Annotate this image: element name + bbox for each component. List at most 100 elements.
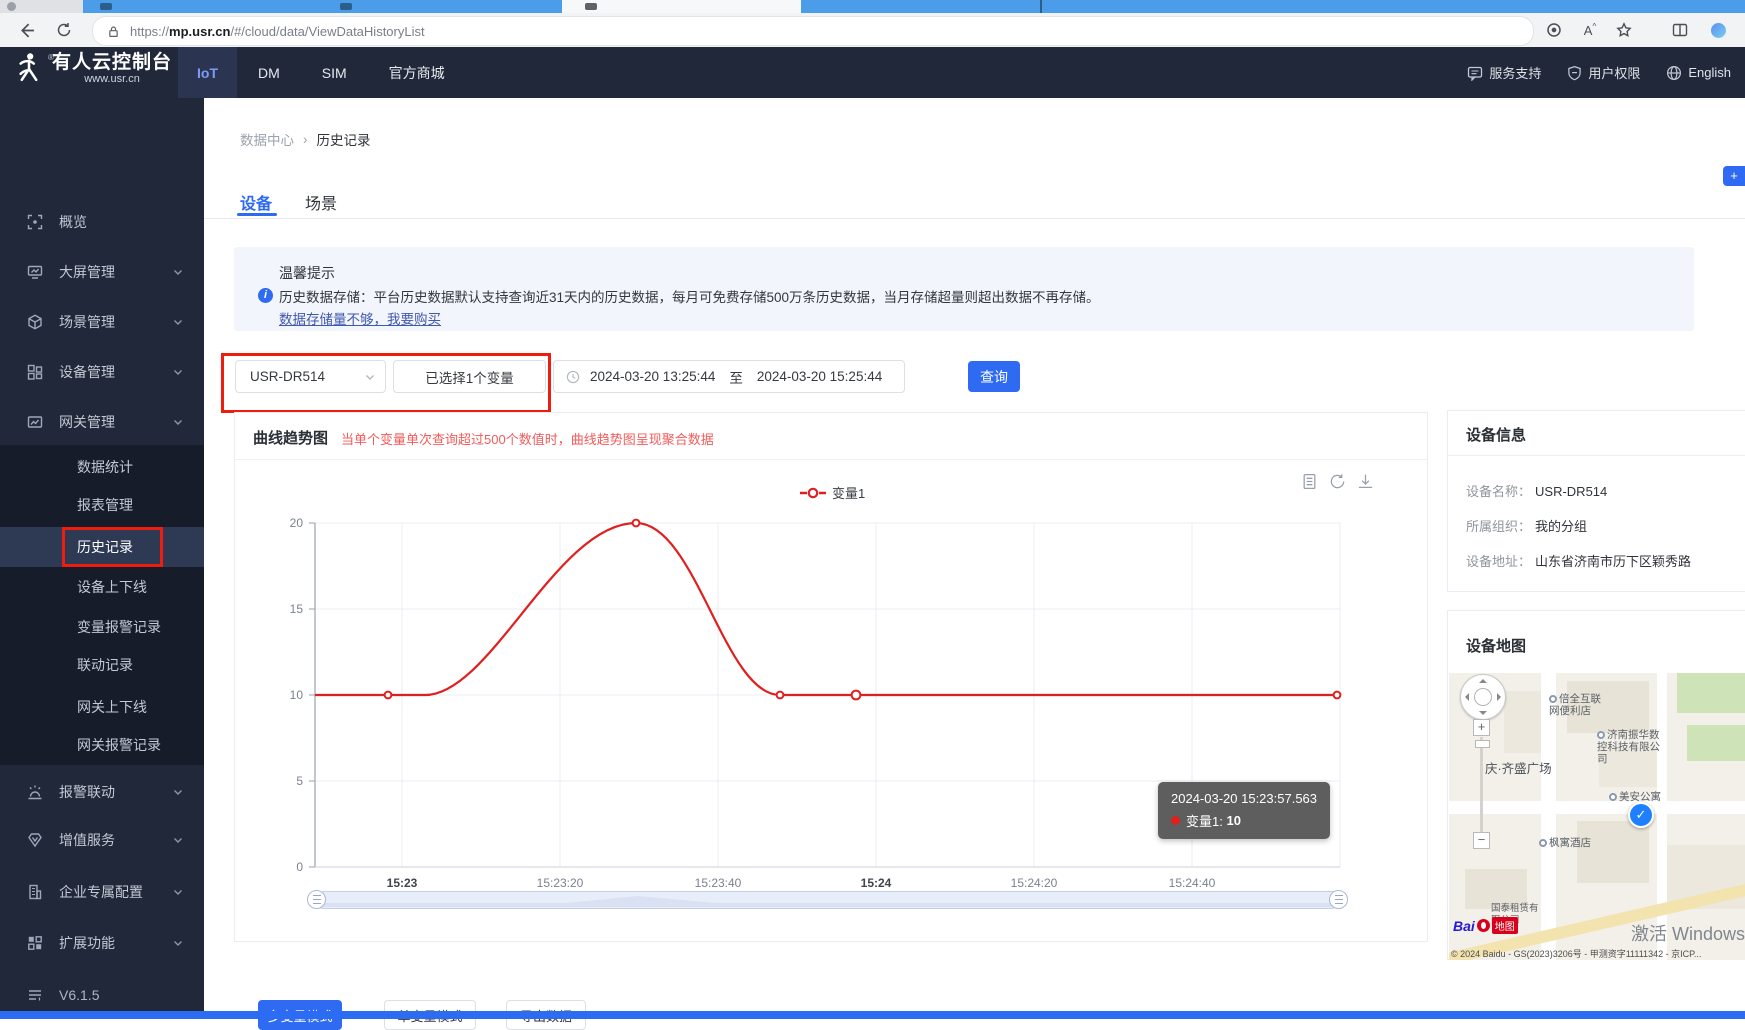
x-tick: 15:24 <box>861 876 892 890</box>
date-end: 2024-03-20 15:25:44 <box>756 369 883 384</box>
pan-right-icon <box>1497 693 1501 701</box>
date-range-picker[interactable]: 2024-03-20 13:25:44 至 2024-03-20 15:25:4… <box>553 360 905 393</box>
sidebar-item-var-alarm-record[interactable]: 变量报警记录 <box>77 619 161 635</box>
user-permission[interactable]: 用户权限 <box>1567 63 1640 82</box>
sidebar-item-gateway-online[interactable]: 网关上下线 <box>77 699 147 715</box>
datazoom-handle-right[interactable] <box>1329 890 1348 909</box>
overview-icon <box>27 214 43 230</box>
favorite-star-icon[interactable] <box>1612 18 1636 42</box>
clock-icon <box>566 370 580 384</box>
tab-device[interactable]: 设备 <box>240 196 273 213</box>
sidebar-item-scene-mgmt[interactable]: 场景管理 <box>0 302 204 342</box>
address-bar[interactable]: https://mp.usr.cn/#/cloud/data/ViewDataH… <box>92 16 1534 46</box>
sidebar-item-device-mgmt[interactable]: 设备管理 <box>0 352 204 392</box>
map-zoom-in-button[interactable]: + <box>1473 719 1490 736</box>
legend-marker-icon <box>800 487 826 498</box>
sidebar-item-report-mgmt[interactable]: 报表管理 <box>77 497 133 513</box>
datazoom-handle-left[interactable] <box>307 890 326 909</box>
datazoom-track[interactable] <box>315 891 1340 909</box>
legend-item-var1[interactable]: 变量1 <box>800 483 865 502</box>
sidebar-item-data-stats[interactable]: 数据统计 <box>77 459 133 475</box>
device-name-row: 设备名称： USR-DR514 <box>1466 484 1608 499</box>
x-tick: 15:23 <box>387 876 418 890</box>
line-chart-plot[interactable]: 20 15 10 5 0 15:23 15:23:20 15:23:40 15:… <box>235 503 1429 893</box>
nav-tab-sim[interactable]: SIM <box>321 64 347 81</box>
nav-tab-iot[interactable]: IoT <box>178 47 237 98</box>
series-points <box>383 518 1342 701</box>
datazoom-shadow <box>316 896 1339 907</box>
logo-title: 有人云控制台 <box>52 52 173 73</box>
chevron-down-icon <box>172 316 184 328</box>
version-label: V6.1.5 <box>59 987 100 1003</box>
map-pan-control[interactable] <box>1460 674 1506 720</box>
device-icon <box>27 364 43 380</box>
tooltip-series: 变量1: <box>1186 814 1223 829</box>
browser-tab[interactable] <box>801 0 1745 13</box>
app-logo[interactable]: ® 有人云控制台 www.usr.cn <box>14 51 172 87</box>
breadcrumb-parent[interactable]: 数据中心 <box>240 133 294 148</box>
sidebar-item-linkage-record[interactable]: 联动记录 <box>77 657 133 673</box>
device-map-card: 设备地图 倍全互联网便利店 济南振华数控科技有限公司 庆·齐盛广场 美安公寓 枫… <box>1447 610 1745 960</box>
data-view-icon[interactable] <box>1301 473 1318 490</box>
browser-tab-icon <box>340 3 352 10</box>
sidebar-item-extensions[interactable]: 扩展功能 <box>0 923 204 963</box>
scene-icon <box>27 314 43 330</box>
browser-favicon <box>7 2 16 11</box>
nav-tab-dm[interactable]: DM <box>258 64 280 81</box>
sidebar-item-overview[interactable]: 概览 <box>0 202 204 242</box>
restore-icon[interactable] <box>1329 473 1346 490</box>
datazoom-slider[interactable] <box>307 889 1348 911</box>
sidebar-item-gateway-alarm-record[interactable]: 网关报警记录 <box>77 737 161 753</box>
poi-icon <box>1609 793 1617 801</box>
device-location-marker[interactable]: ✓ <box>1628 802 1654 828</box>
logo-subtitle: www.usr.cn <box>84 73 140 85</box>
download-image-icon[interactable] <box>1357 473 1374 490</box>
buy-storage-link[interactable]: 数据存储量不够，我要购买 <box>279 312 441 327</box>
query-button[interactable]: 查询 <box>968 361 1020 392</box>
map-zoom-thumb[interactable] <box>1475 740 1490 748</box>
breadcrumb: 数据中心 › 历史记录 <box>240 129 371 149</box>
map-copyright: © 2024 Baidu - GS(2023)3206号 - 甲测资字11111… <box>1451 949 1702 959</box>
sidebar-item-screen-mgmt[interactable]: 大屏管理 <box>0 252 204 292</box>
map-zoom-track[interactable] <box>1480 737 1483 832</box>
map-green-area <box>1677 673 1745 713</box>
split-screen-icon[interactable] <box>1668 18 1692 42</box>
enterprise-icon <box>27 884 43 900</box>
back-icon[interactable] <box>14 18 38 42</box>
url-path: /#/cloud/data/ViewDataHistoryList <box>230 23 425 39</box>
device-info-card: 设备信息 设备名称： USR-DR514 所属组织： 我的分组 设备地址： 山东省济南… <box>1447 410 1745 592</box>
copilot-icon[interactable] <box>1706 18 1730 42</box>
chart-toolbox <box>1301 473 1374 490</box>
sidebar-item-enterprise-config[interactable]: 企业专属配置 <box>0 872 204 912</box>
map-green-area <box>1687 725 1745 761</box>
browser-tab-active[interactable] <box>562 0 801 13</box>
sidebar-item-value-added[interactable]: 增值服务 <box>0 820 204 860</box>
browser-tab-icon <box>585 3 597 10</box>
read-aloud-icon[interactable]: A ^ <box>1583 21 1597 38</box>
sidebar-item-gateway-mgmt[interactable]: 网关管理 <box>0 402 204 442</box>
browser-tab[interactable] <box>83 0 562 13</box>
x-tick: 15:23:40 <box>695 876 742 890</box>
map-zoom-out-button[interactable]: − <box>1473 832 1490 849</box>
add-button-clipped[interactable]: + <box>1723 166 1745 186</box>
sidebar-item-alarm-linkage[interactable]: 报警联动 <box>0 772 204 812</box>
map-poi: 倍全互联网便利店 <box>1549 693 1601 717</box>
card-divider <box>1448 455 1745 456</box>
refresh-icon[interactable] <box>52 18 76 42</box>
tooltip-value: 10 <box>1226 813 1241 828</box>
x-tick: 15:24:20 <box>1011 876 1058 890</box>
y-tick: 20 <box>290 516 304 530</box>
nav-tab-mall[interactable]: 官方商城 <box>388 64 445 81</box>
chevron-down-icon <box>172 937 184 949</box>
device-select[interactable]: USR-DR514 <box>235 360 386 393</box>
variable-select[interactable]: 已选择1个变量 <box>393 360 546 393</box>
value-added-icon <box>27 832 43 848</box>
language-switch[interactable]: English <box>1666 65 1731 81</box>
tab-scene[interactable]: 场景 <box>305 196 338 213</box>
baidu-map[interactable]: 倍全互联网便利店 济南振华数控科技有限公司 庆·齐盛广场 美安公寓 枫寓酒店 国… <box>1449 673 1745 960</box>
service-support[interactable]: 服务支持 <box>1467 63 1541 82</box>
site-permissions-icon[interactable] <box>1542 18 1566 42</box>
sidebar-item-history-record[interactable]: 历史记录 <box>0 527 204 567</box>
device-map-title: 设备地图 <box>1466 638 1527 655</box>
sidebar-item-device-online[interactable]: 设备上下线 <box>77 579 147 595</box>
